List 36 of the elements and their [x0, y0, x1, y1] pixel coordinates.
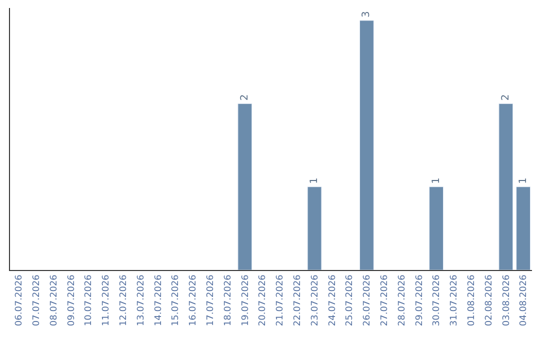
x-tick-label: 31.07.2026	[450, 274, 460, 326]
x-tick-label: 09.07.2026	[66, 274, 77, 326]
x-tick-label: 25.07.2026	[345, 274, 356, 326]
x-tick-label: 14.07.2026	[154, 274, 164, 326]
x-tick-label: 16.07.2026	[188, 274, 199, 326]
x-tick-label: 18.07.2026	[223, 274, 234, 326]
x-tick-label: 13.07.2026	[136, 274, 146, 326]
x-tick-label: 19.07.2026	[240, 274, 251, 326]
x-tick-label: 03.08.2026	[502, 274, 512, 326]
data-label: 2	[500, 94, 512, 101]
x-tick-label: 27.07.2026	[380, 274, 390, 326]
x-tick-label: 12.07.2026	[119, 274, 130, 326]
x-tick-label: 04.08.2026	[519, 274, 530, 326]
x-tick-label: 07.07.2026	[32, 274, 42, 326]
x-tick-label: 11.07.2026	[102, 274, 112, 326]
x-tick-label: 23.07.2026	[310, 274, 320, 326]
data-label: 1	[518, 177, 529, 184]
data-label: 1	[430, 177, 442, 184]
x-tick-label: 30.07.2026	[432, 274, 442, 326]
data-label: 2	[239, 94, 250, 101]
x-tick-label: 28.07.2026	[397, 274, 408, 326]
x-tick-label: 29.07.2026	[414, 274, 425, 326]
x-tick-label: 15.07.2026	[171, 274, 182, 326]
x-tick-label: 08.07.2026	[49, 274, 60, 326]
x-tick-label: 06.07.2026	[14, 274, 25, 326]
x-tick-label: 17.07.2026	[206, 274, 216, 326]
x-tick-label: 24.07.2026	[328, 274, 338, 326]
x-tick-label: 01.08.2026	[467, 274, 478, 326]
x-tick-label: 20.07.2026	[258, 274, 268, 326]
x-tick-label: 26.07.2026	[362, 274, 373, 326]
x-tick-label: 22.07.2026	[293, 274, 304, 326]
x-tick-label: 21.07.2026	[276, 274, 286, 326]
data-label: 3	[361, 11, 372, 18]
x-tick-label: 02.08.2026	[484, 274, 494, 326]
data-label: 1	[309, 177, 320, 184]
x-tick-label: 10.07.2026	[84, 274, 94, 326]
